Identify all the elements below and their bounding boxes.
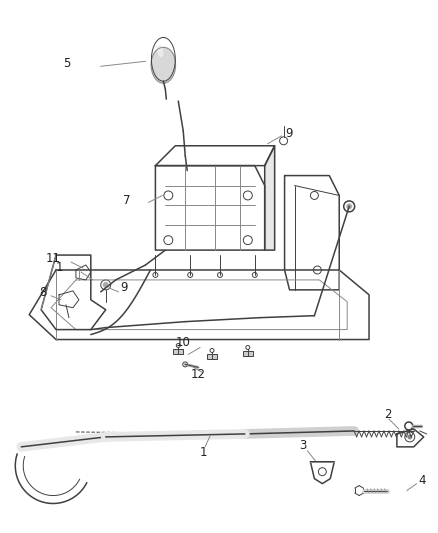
Text: 8: 8 (39, 286, 46, 300)
Polygon shape (151, 47, 176, 83)
Text: 1: 1 (56, 262, 64, 274)
Text: 7: 7 (123, 194, 130, 207)
Circle shape (346, 204, 352, 209)
Polygon shape (265, 146, 275, 250)
Bar (173, 350, 183, 354)
Bar (207, 354, 217, 359)
Ellipse shape (157, 45, 163, 57)
Text: 9: 9 (286, 127, 293, 140)
Circle shape (407, 434, 412, 439)
Text: 12: 12 (190, 368, 205, 381)
Text: 11: 11 (46, 252, 61, 264)
Text: 10: 10 (175, 336, 190, 349)
Text: 4: 4 (419, 474, 426, 487)
Text: 5: 5 (63, 57, 71, 70)
Text: 3: 3 (300, 439, 307, 453)
Text: 2: 2 (384, 408, 392, 421)
Text: 9: 9 (120, 281, 128, 294)
Text: 1: 1 (200, 446, 208, 459)
Circle shape (103, 282, 109, 288)
Bar (243, 351, 253, 357)
